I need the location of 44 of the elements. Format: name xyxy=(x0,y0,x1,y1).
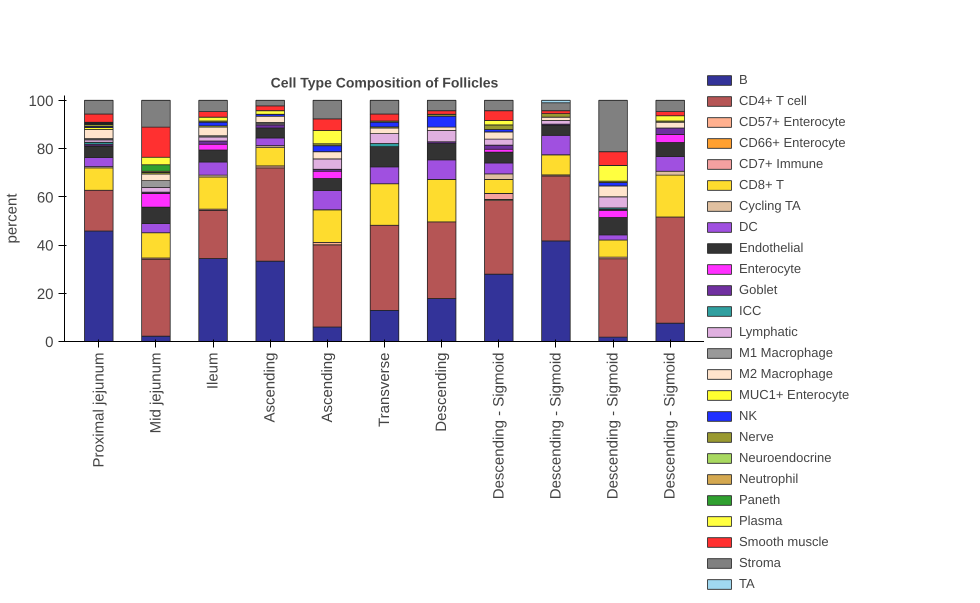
y-tick-label: 100 xyxy=(28,92,54,110)
legend-label: Cycling TA xyxy=(739,198,801,213)
legend-label: CD57+ Enterocyte xyxy=(739,114,846,129)
legend-label: CD66+ Enterocyte xyxy=(739,135,846,150)
legend-label: Nerve xyxy=(739,429,774,444)
legend-label: Goblet xyxy=(739,282,778,297)
x-tick-label: Ascending xyxy=(318,352,336,423)
y-tick-label: 60 xyxy=(36,189,54,206)
legend-label: ICC xyxy=(739,303,762,318)
x-tick-label: Ileum xyxy=(204,352,222,390)
legend-label: Lymphatic xyxy=(739,324,798,339)
x-tick-label: Descending xyxy=(433,352,450,432)
legend-label: CD8+ T xyxy=(739,177,784,192)
legend-label: DC xyxy=(739,219,759,234)
legend-label: Enterocyte xyxy=(739,261,802,276)
legend-label: Endothelial xyxy=(739,240,804,255)
legend-label: Smooth muscle xyxy=(739,534,829,549)
legend-label: TA xyxy=(739,576,756,591)
legend-label: NK xyxy=(739,408,758,423)
legend-label: M2 Macrophage xyxy=(739,366,833,381)
legend-label: CD7+ Immune xyxy=(739,156,824,171)
x-tick-label: Descending - Sigmoid xyxy=(604,352,622,500)
legend-label: Neuroendocrine xyxy=(739,450,832,465)
x-tick-label: Descending - Sigmoid xyxy=(662,352,679,500)
legend-label: Plasma xyxy=(739,513,782,528)
x-tick-label: Proximal jejunum xyxy=(90,352,108,468)
y-tick-label: 0 xyxy=(45,334,54,351)
y-tick-label: 40 xyxy=(36,238,54,255)
y-tick-label: 20 xyxy=(36,286,54,303)
legend-label: Neutrophil xyxy=(739,471,798,486)
x-tick-label: Descending - Sigmoid xyxy=(547,352,564,500)
x-tick-label: Descending - Sigmoid xyxy=(490,352,508,500)
y-axis-title: percent xyxy=(3,192,20,244)
legend-label: M1 Macrophage xyxy=(739,345,833,360)
x-tick-label: Ascending xyxy=(262,352,279,423)
x-tick-label: Transverse xyxy=(376,352,393,427)
legend-label: CD4+ T cell xyxy=(739,93,807,108)
x-tick-label: Mid jejunum xyxy=(147,352,164,434)
legend-label: Stroma xyxy=(739,555,781,570)
chart-title: Cell Type Composition of Follicles xyxy=(270,74,499,90)
y-tick-label: 80 xyxy=(36,141,54,158)
legend-label: B xyxy=(739,72,749,87)
legend-label: MUC1+ Enterocyte xyxy=(739,387,850,402)
legend-label: Paneth xyxy=(739,492,780,507)
